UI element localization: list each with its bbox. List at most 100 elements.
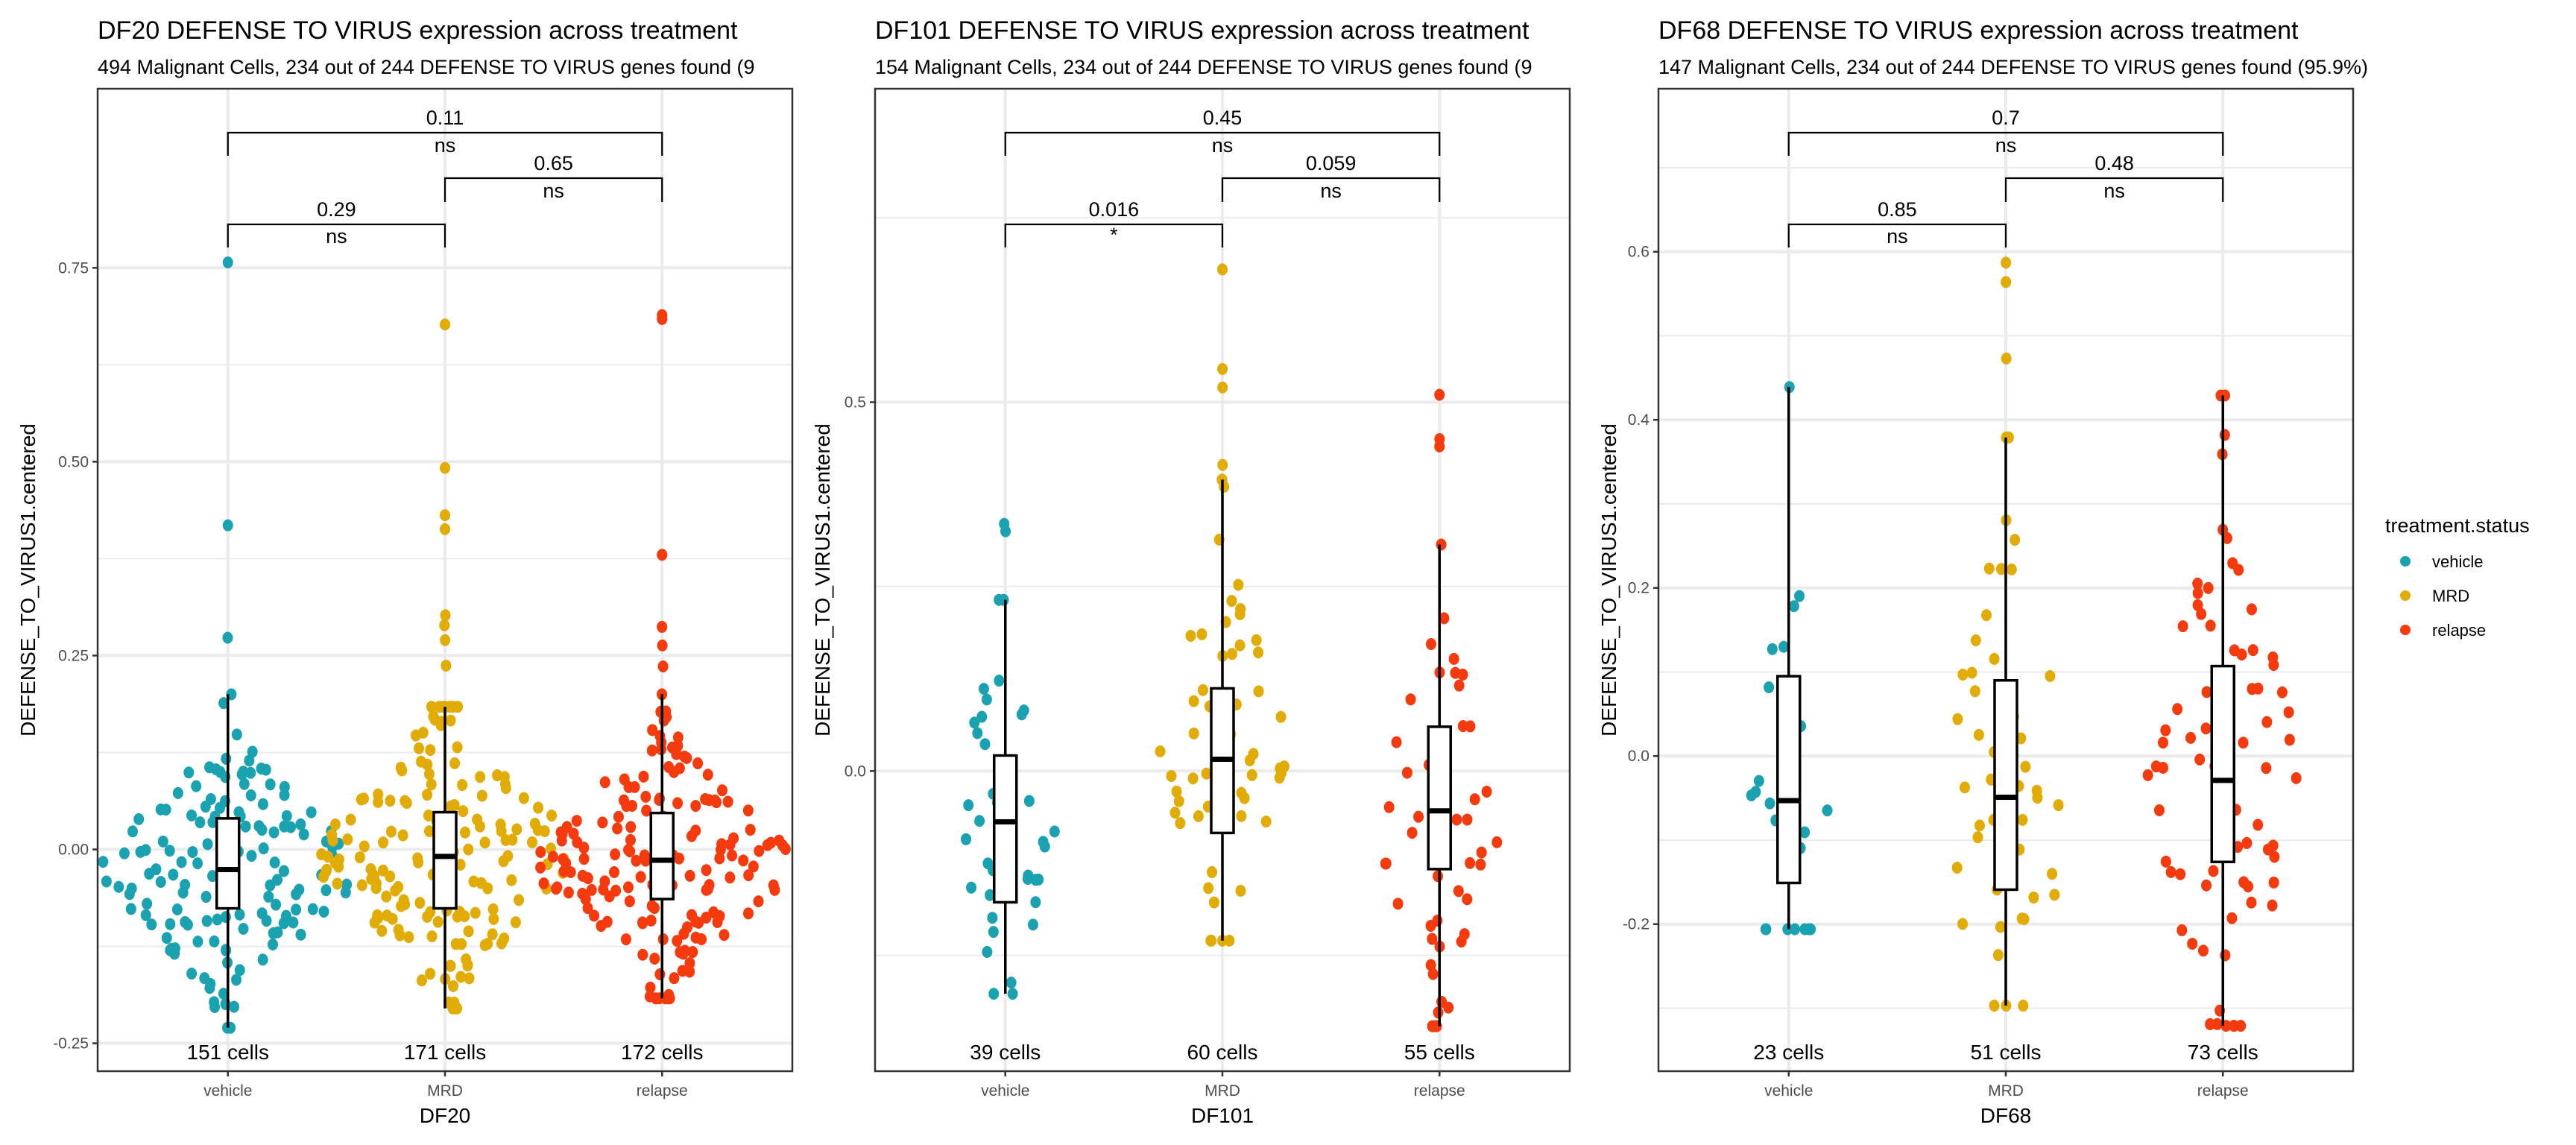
data-point bbox=[257, 953, 268, 966]
data-point bbox=[561, 857, 572, 870]
data-point bbox=[321, 884, 332, 897]
data-point bbox=[2212, 1018, 2223, 1030]
data-point bbox=[2246, 603, 2257, 616]
data-point bbox=[157, 835, 168, 848]
significance-label: ns bbox=[543, 180, 564, 202]
data-point bbox=[449, 757, 461, 769]
data-point bbox=[397, 829, 408, 842]
data-point bbox=[333, 854, 344, 866]
data-point bbox=[1246, 769, 1257, 781]
data-point bbox=[1957, 918, 1969, 930]
data-point bbox=[1253, 646, 1264, 659]
data-point bbox=[640, 790, 651, 803]
data-point bbox=[768, 879, 779, 892]
data-point bbox=[288, 916, 299, 929]
data-point bbox=[638, 770, 649, 783]
data-point bbox=[961, 833, 972, 845]
data-point bbox=[426, 778, 437, 791]
data-point bbox=[1974, 819, 1986, 832]
bracket-line bbox=[1004, 223, 1224, 247]
data-point bbox=[322, 851, 333, 863]
data-point bbox=[743, 869, 754, 882]
comparison-bracket: 0.11 ns bbox=[227, 107, 663, 157]
data-point bbox=[298, 828, 309, 841]
y-tick-label: 0.6 bbox=[1628, 244, 1650, 261]
data-point bbox=[1226, 648, 1237, 660]
cells-count-label: 60 cells bbox=[1187, 1041, 1258, 1064]
data-point bbox=[2192, 587, 2203, 599]
data-point bbox=[186, 968, 198, 980]
data-point bbox=[133, 813, 145, 825]
data-point bbox=[2157, 736, 2168, 749]
group-MRD bbox=[316, 318, 569, 1015]
panel-DF101: DF101 DEFENSE TO VIRUS expression across… bbox=[811, 16, 1571, 1127]
data-point bbox=[635, 871, 646, 883]
data-point bbox=[1274, 772, 1285, 784]
data-point bbox=[1767, 643, 1778, 655]
data-point bbox=[1407, 827, 1418, 839]
data-point bbox=[1235, 603, 1246, 616]
box bbox=[215, 817, 241, 910]
p-value-label: 0.7 bbox=[1992, 107, 2020, 129]
data-point bbox=[440, 523, 451, 535]
x-axis-title: DF20 bbox=[420, 1104, 470, 1127]
box bbox=[432, 810, 458, 910]
data-point bbox=[684, 869, 695, 882]
data-point bbox=[257, 798, 268, 810]
data-point bbox=[1217, 381, 1228, 394]
data-point bbox=[425, 968, 436, 980]
data-point bbox=[476, 789, 487, 802]
data-point bbox=[1457, 668, 1468, 681]
data-point bbox=[172, 786, 183, 799]
data-point bbox=[499, 771, 510, 783]
data-point bbox=[2201, 686, 2212, 698]
data-point bbox=[2267, 839, 2279, 852]
data-point bbox=[1193, 810, 1204, 822]
data-point bbox=[657, 312, 668, 325]
data-point bbox=[2142, 769, 2153, 781]
data-point bbox=[1794, 590, 1805, 602]
comparison-bracket: 0.65 ns bbox=[443, 152, 663, 202]
data-point bbox=[701, 912, 712, 924]
data-point bbox=[256, 824, 268, 836]
data-point bbox=[155, 876, 166, 889]
data-point bbox=[186, 809, 198, 821]
data-point bbox=[2267, 899, 2278, 912]
bracket-line bbox=[1787, 131, 2224, 156]
data-point bbox=[687, 946, 698, 959]
data-point bbox=[221, 944, 232, 957]
data-point bbox=[245, 789, 256, 801]
data-point bbox=[1753, 775, 1764, 787]
data-point bbox=[2032, 792, 2043, 804]
data-point bbox=[176, 856, 187, 868]
data-point bbox=[464, 972, 475, 985]
legend-label: relapse bbox=[2432, 621, 2486, 640]
data-point bbox=[475, 771, 486, 783]
data-point bbox=[1049, 825, 1060, 838]
data-point bbox=[422, 758, 433, 771]
data-point bbox=[510, 916, 521, 929]
data-point bbox=[440, 318, 450, 331]
data-point bbox=[657, 660, 669, 672]
data-point bbox=[1039, 840, 1050, 853]
data-point bbox=[2197, 944, 2209, 957]
data-point bbox=[1972, 831, 1983, 844]
legend-label: vehicle bbox=[2432, 552, 2483, 571]
legend: treatment.status vehicle MRD relapse bbox=[2385, 514, 2530, 640]
data-point bbox=[704, 879, 715, 892]
data-point bbox=[1462, 893, 1473, 906]
data-point bbox=[479, 836, 490, 849]
data-point bbox=[1427, 1020, 1438, 1032]
data-point bbox=[385, 825, 397, 838]
box bbox=[993, 754, 1018, 904]
data-point bbox=[207, 870, 218, 883]
data-point bbox=[982, 945, 993, 958]
data-point bbox=[646, 744, 657, 757]
data-point bbox=[448, 980, 459, 992]
data-point bbox=[495, 818, 506, 831]
data-point bbox=[657, 620, 668, 633]
data-point bbox=[2276, 686, 2288, 698]
data-point bbox=[119, 847, 130, 859]
data-point bbox=[247, 745, 258, 758]
data-point bbox=[272, 926, 283, 939]
